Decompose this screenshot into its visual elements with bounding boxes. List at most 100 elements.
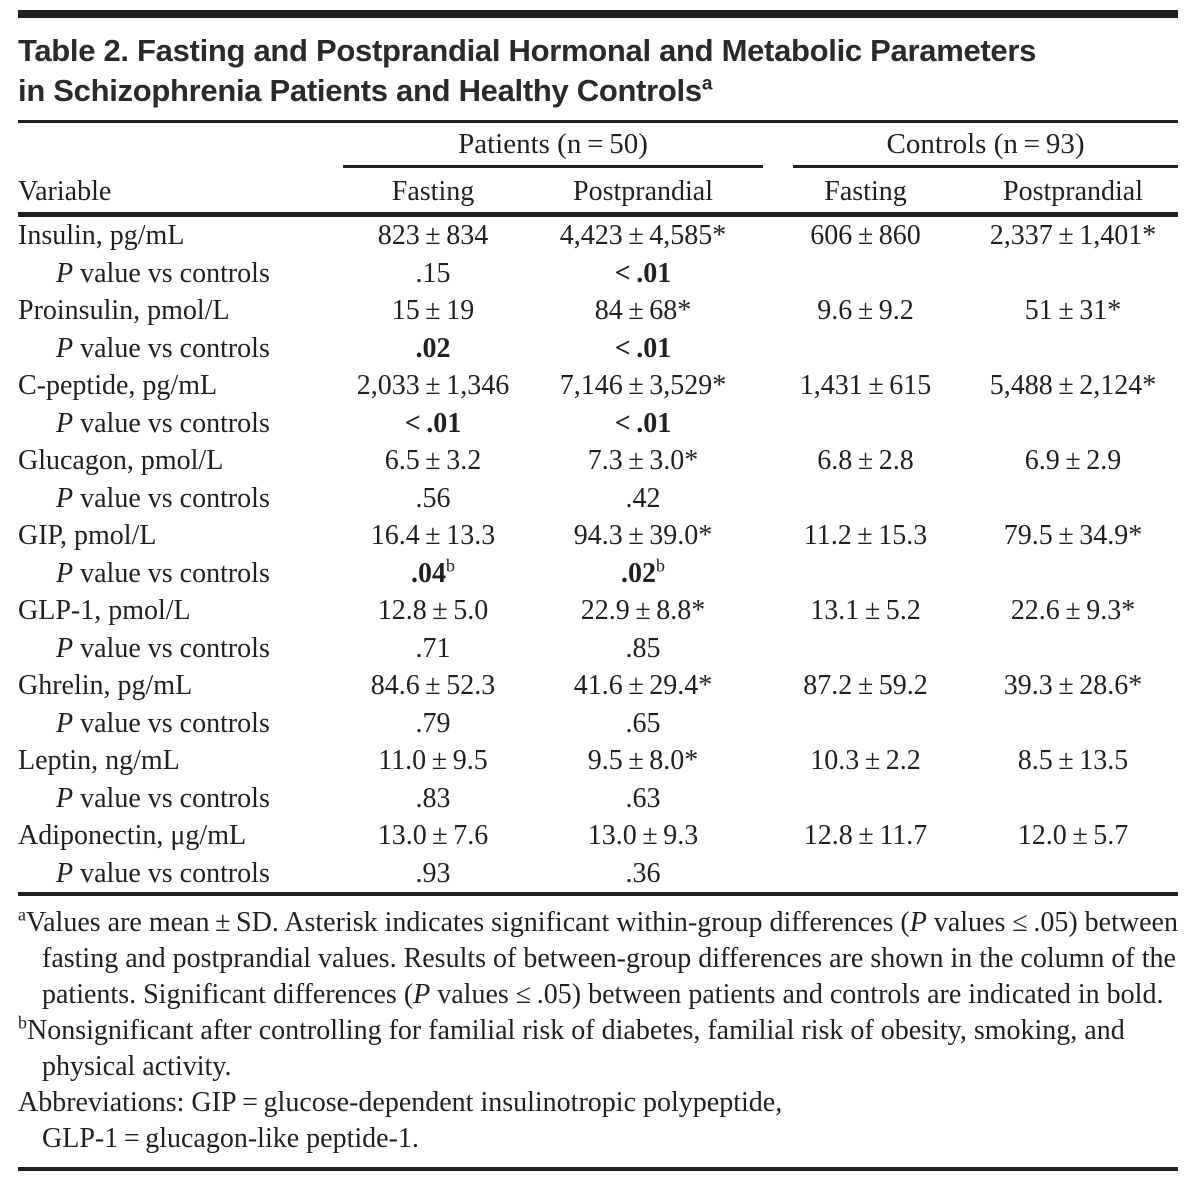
value-cell: 13.0 ± 7.6 [377,820,489,851]
value-cell: 79.5 ± 34.9* [1003,520,1143,551]
value-cell: .02 [415,332,451,364]
variable-cell: Proinsulin, pmol/L [18,295,230,326]
value-cell: < .01 [614,332,672,364]
value-cell: 15 ± 19 [391,295,475,326]
value-cell: 84 ± 68* [594,295,692,326]
value-cell: 11.0 ± 9.5 [378,745,488,776]
value-cell: 10.3 ± 2.2 [810,745,921,776]
table-row: P value vs controls < .01 < .01 [18,405,1178,443]
value-cell: 94.3 ± 39.0* [573,520,713,551]
column-header-row: Variable Fasting Postprandial Fasting Po… [18,168,1179,217]
variable-cell: P value vs controls [56,632,270,664]
value-cell [763,630,968,668]
value-cell [763,405,968,443]
value-cell [968,555,1178,593]
value-cell: .83 [415,782,451,814]
column-header-controls-fasting: Fasting [763,168,969,217]
value-cell [763,705,968,743]
variable-cell: Ghrelin, pg/mL [18,670,193,701]
table-row: Ghrelin, pg/mL 84.6 ± 52.3 41.6 ± 29.4* 87.… [18,667,1178,705]
journal-table-page: Table 2. Fasting and Postprandial Hormon… [18,10,1179,1171]
table-row: Insulin, pg/mL 823 ± 834 4,423 ± 4,585* 606… [18,215,1178,255]
table-row: P value vs controls .83 .63 [18,780,1178,818]
table-row: GIP, pmol/L 16.4 ± 13.3 94.3 ± 39.0* 11.2 ±… [18,517,1178,555]
value-cell [968,705,1178,743]
value-cell: 6.5 ± 3.2 [384,445,482,476]
variable-cell: GLP-1, pmol/L [18,595,191,626]
value-cell [763,855,968,895]
value-cell: 5,488 ± 2,124* [989,370,1157,401]
variable-cell: GIP, pmol/L [18,520,157,551]
value-cell: 823 ± 834 [377,220,489,251]
value-cell: 2,337 ± 1,401* [989,220,1157,251]
value-cell: 2,033 ± 1,346 [356,370,510,401]
value-cell: 22.9 ± 8.8* [580,595,706,626]
value-cell: 16.4 ± 13.3 [370,520,496,551]
value-cell: 9.6 ± 9.2 [817,295,914,326]
column-header-variable: Variable [18,168,343,217]
value-cell [968,630,1178,668]
value-cell: .93 [415,857,451,889]
top-rule-bar [18,10,1178,18]
footnote: bNonsignificant after controlling for fa… [18,1012,1125,1082]
group-header-row: Patients (n = 50) Controls (n = 93) [18,123,1179,168]
variable-cell: Adiponectin, μg/mL [18,820,247,851]
value-cell: 1,431 ± 615 [799,370,932,401]
variable-cell: P value vs controls [56,332,270,364]
variable-cell: P value vs controls [56,557,270,589]
table-row: P value vs controls .93 .36 [18,855,1178,895]
table-title: Table 2. Fasting and Postprandial Hormon… [18,31,1178,123]
table-body: Insulin, pg/mL 823 ± 834 4,423 ± 4,585* 606… [18,215,1179,895]
table-row: P value vs controls .79 .65 [18,705,1178,743]
column-header-patients-postprandial: Postprandial [523,168,764,217]
table-row: Adiponectin, μg/mL 13.0 ± 7.6 13.0 ± 9.3 12… [18,817,1178,855]
value-cell: .63 [625,782,661,814]
table-title-footnote-marker: a [701,73,713,95]
value-cell: 8.5 ± 13.5 [1017,745,1129,776]
value-cell: 41.6 ± 29.4* [573,670,713,701]
value-cell: .04b [411,555,455,589]
variable-cell: P value vs controls [56,482,270,514]
table-row: C-peptide, pg/mL 2,033 ± 1,346 7,146 ± 3,5… [18,367,1178,405]
table-header: Patients (n = 50) Controls (n = 93) Vari… [18,123,1179,217]
variable-cell: P value vs controls [56,857,270,889]
value-cell: 12.8 ± 5.0 [377,595,489,626]
table-row: P value vs controls .04b .02b [18,555,1178,593]
value-cell: 9.5 ± 8.0* [587,745,699,776]
table-row: Glucagon, pmol/L 6.5 ± 3.2 7.3 ± 3.0* 6.8 ±… [18,442,1178,480]
value-cell: .71 [415,632,451,664]
value-cell: < .01 [404,407,462,439]
table-row: GLP-1, pmol/L 12.8 ± 5.0 22.9 ± 8.8* 13.1 ±… [18,592,1178,630]
variable-cell: P value vs controls [56,707,270,739]
value-cell: < .01 [614,407,672,439]
group-header-spacer [18,123,343,168]
value-cell: 84.6 ± 52.3 [370,670,496,701]
variable-cell: Leptin, ng/mL [18,745,180,776]
value-cell: 12.0 ± 5.7 [1017,820,1129,851]
value-cell [968,255,1178,293]
table-row: P value vs controls .02 < .01 [18,330,1178,368]
value-cell: .36 [625,857,661,889]
value-cell: .42 [625,482,661,514]
value-cell: 7.3 ± 3.0* [587,445,699,476]
table-row: P value vs controls .71 .85 [18,630,1178,668]
value-cell [968,330,1178,368]
table-row: P value vs controls .15 < .01 [18,255,1178,293]
value-cell [968,480,1178,518]
variable-cell: P value vs controls [56,257,270,289]
variable-cell: P value vs controls [56,782,270,814]
value-cell: < .01 [614,257,672,289]
table-title-line2: in Schizophrenia Patients and Healthy Co… [18,73,702,108]
value-cell: 13.1 ± 5.2 [810,595,921,626]
value-cell [763,255,968,293]
value-cell: .56 [415,482,451,514]
column-header-patients-fasting: Fasting [343,168,523,217]
value-cell: 4,423 ± 4,585* [559,220,727,251]
value-cell: .15 [415,257,451,289]
parameters-table: Patients (n = 50) Controls (n = 93) Vari… [18,123,1179,896]
column-header-controls-postprandial: Postprandial [968,168,1179,217]
table-row: P value vs controls .56 .42 [18,480,1178,518]
value-cell: .85 [625,632,661,664]
value-cell [968,855,1178,895]
value-cell: 22.6 ± 9.3* [1010,595,1136,626]
